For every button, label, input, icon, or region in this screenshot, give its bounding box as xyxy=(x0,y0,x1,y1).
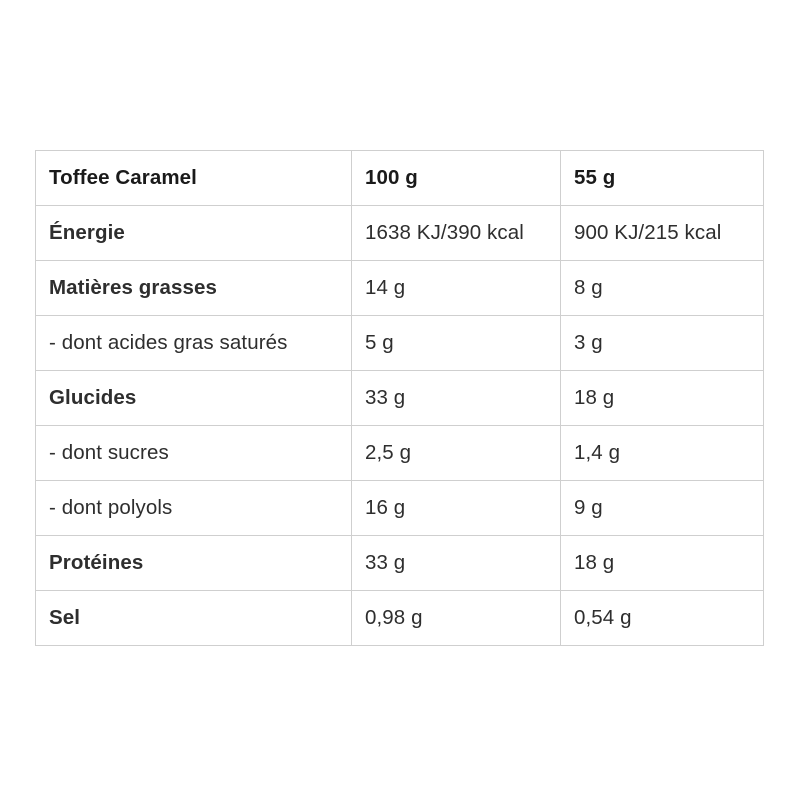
nutrient-value-55g-cell: 18 g xyxy=(560,370,764,426)
nutrient-value-100g-cell: 14 g xyxy=(351,260,561,316)
table-row: - dont sucres 2,5 g 1,4 g xyxy=(35,425,764,481)
nutrient-label-cell: Protéines xyxy=(35,535,352,591)
nutrient-label-cell: Énergie xyxy=(35,205,352,261)
product-name-cell: Toffee Caramel xyxy=(35,150,352,206)
nutrient-value-100g-cell: 1638 KJ/390 kcal xyxy=(351,205,561,261)
nutrient-value-100g-cell: 5 g xyxy=(351,315,561,371)
nutrient-value-100g-cell: 16 g xyxy=(351,480,561,536)
nutrient-label-cell: Matières grasses xyxy=(35,260,352,316)
nutrient-value-100g-cell: 2,5 g xyxy=(351,425,561,481)
nutrient-value-55g-cell: 3 g xyxy=(560,315,764,371)
nutrient-label-cell: - dont acides gras saturés xyxy=(35,315,352,371)
column-header-100g: 100 g xyxy=(351,150,561,206)
table-row: Glucides 33 g 18 g xyxy=(35,370,764,426)
nutrient-label-cell: - dont sucres xyxy=(35,425,352,481)
nutrition-table-body: Toffee Caramel 100 g 55 g Énergie 1638 KJ… xyxy=(35,150,764,646)
nutrient-value-100g-cell: 33 g xyxy=(351,370,561,426)
nutrition-table-container: Toffee Caramel 100 g 55 g Énergie 1638 KJ… xyxy=(35,150,764,646)
nutrient-label-cell: Glucides xyxy=(35,370,352,426)
table-row: Énergie 1638 KJ/390 kcal 900 KJ/215 kcal xyxy=(35,205,764,261)
table-row: Protéines 33 g 18 g xyxy=(35,535,764,591)
table-header-row: Toffee Caramel 100 g 55 g xyxy=(35,150,764,206)
nutrient-value-100g-cell: 0,98 g xyxy=(351,590,561,646)
table-row: Sel 0,98 g 0,54 g xyxy=(35,590,764,646)
column-header-55g: 55 g xyxy=(560,150,764,206)
nutrition-facts-table: Toffee Caramel 100 g 55 g Énergie 1638 KJ… xyxy=(35,150,764,646)
nutrient-label-cell: Sel xyxy=(35,590,352,646)
nutrient-value-55g-cell: 18 g xyxy=(560,535,764,591)
nutrient-label-cell: - dont polyols xyxy=(35,480,352,536)
nutrient-value-55g-cell: 900 KJ/215 kcal xyxy=(560,205,764,261)
nutrient-value-55g-cell: 9 g xyxy=(560,480,764,536)
nutrient-value-55g-cell: 0,54 g xyxy=(574,605,632,629)
nutrient-value-55g-cell: 1,4 g xyxy=(560,425,764,481)
nutrient-value-100g-cell: 33 g xyxy=(351,535,561,591)
nutrient-value-55g-cell: 8 g xyxy=(560,260,764,316)
